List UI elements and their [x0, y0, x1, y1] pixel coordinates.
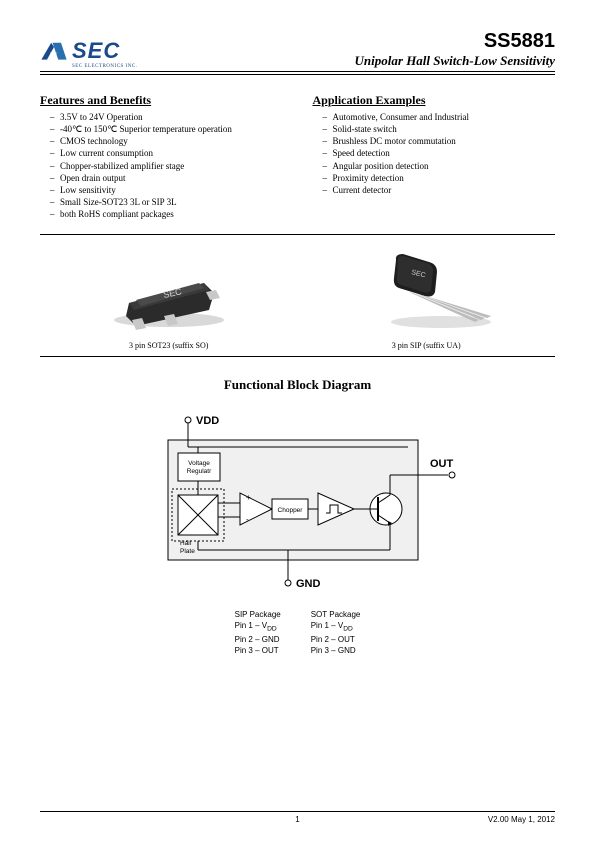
feature-item: 3.5V to 24V Operation [50, 111, 283, 123]
part-number: SS5881 [355, 30, 555, 53]
document-subtitle: Unipolar Hall Switch-Low Sensitivity [355, 53, 555, 69]
svg-text:Regulatr: Regulatr [186, 468, 211, 475]
logo-text: SEC [72, 38, 137, 64]
feature-item: Open drain output [50, 172, 283, 184]
page-number: 1 [295, 815, 299, 824]
page-header: SEC SEC ELECTRONICS INC. SS5881 Unipolar… [40, 30, 555, 72]
features-list: 3.5V to 24V Operation-40℃ to 150℃ Superi… [40, 111, 283, 220]
feature-item: Low sensitivity [50, 184, 283, 196]
package-sip: SEC 3 pin SIP (suffix UA) [310, 245, 542, 350]
feature-item: -40℃ to 150℃ Superior temperature operat… [50, 123, 283, 135]
sip-pin-2: Pin 2 – GND [235, 634, 281, 645]
application-item: Current detector [323, 184, 556, 196]
features-column: Features and Benefits 3.5V to 24V Operat… [40, 93, 283, 220]
svg-text:Voltage: Voltage [188, 460, 210, 467]
sot-package-name: SOT Package [311, 610, 361, 619]
block-diagram: VDD Voltage Regulatr Hall Plate + - Chop… [40, 405, 555, 600]
package-sot23-image: SEC [53, 245, 285, 335]
application-item: Proximity detection [323, 172, 556, 184]
svg-text:Hall: Hall [180, 540, 192, 547]
application-item: Automotive, Consumer and Industrial [323, 111, 556, 123]
title-block: SS5881 Unipolar Hall Switch-Low Sensitiv… [355, 30, 555, 69]
svg-text:-: - [246, 515, 249, 524]
svg-text:+: + [246, 493, 251, 502]
sip-package-name: SIP Package [235, 610, 281, 619]
package-sip-caption: 3 pin SIP (suffix UA) [310, 341, 542, 350]
applications-list: Automotive, Consumer and IndustrialSolid… [313, 111, 556, 196]
page-footer: 1 V2.00 May 1, 2012 [40, 811, 555, 824]
sot-pin-1: Pin 1 – VDD [311, 620, 361, 634]
package-sot23: SEC 3 pin SOT23 (suffix SO) [53, 245, 285, 350]
feature-item: Low current consumption [50, 147, 283, 159]
company-logo: SEC SEC ELECTRONICS INC. [40, 38, 137, 69]
svg-text:Plate: Plate [180, 548, 195, 555]
applications-heading: Application Examples [313, 93, 556, 108]
sip-pin-1: Pin 1 – VDD [235, 620, 281, 634]
applications-column: Application Examples Automotive, Consume… [313, 93, 556, 220]
version-date: V2.00 May 1, 2012 [488, 815, 555, 824]
feature-item: CMOS technology [50, 135, 283, 147]
feature-item: both RoHS compliant packages [50, 208, 283, 220]
feature-item: Chopper-stabilized amplifier stage [50, 160, 283, 172]
application-item: Speed detection [323, 147, 556, 159]
features-heading: Features and Benefits [40, 93, 283, 108]
svg-text:Chopper: Chopper [277, 507, 303, 514]
pinout-sip: SIP Package Pin 1 – VDD Pin 2 – GND Pin … [235, 610, 281, 656]
package-gallery: SEC 3 pin SOT23 (suffix SO) SEC 3 [40, 234, 555, 357]
sot-pin-2: Pin 2 – OUT [311, 634, 361, 645]
logo-icon [40, 40, 68, 68]
diagram-title: Functional Block Diagram [40, 377, 555, 393]
sot-pin-3: Pin 3 – GND [311, 645, 361, 656]
package-sot23-caption: 3 pin SOT23 (suffix SO) [53, 341, 285, 350]
application-item: Solid-state switch [323, 123, 556, 135]
feature-columns: Features and Benefits 3.5V to 24V Operat… [40, 93, 555, 220]
feature-item: Small Size-SOT23 3L or SIP 3L [50, 196, 283, 208]
application-item: Brushless DC motor commutation [323, 135, 556, 147]
package-sip-image: SEC [310, 245, 542, 335]
pinout-sot: SOT Package Pin 1 – VDD Pin 2 – OUT Pin … [311, 610, 361, 656]
label-out: OUT [430, 458, 454, 470]
pinout-tables: SIP Package Pin 1 – VDD Pin 2 – GND Pin … [40, 610, 555, 656]
label-vdd: VDD [196, 415, 219, 427]
header-divider [40, 74, 555, 75]
label-gnd: GND [296, 578, 321, 590]
logo-subtext: SEC ELECTRONICS INC. [72, 64, 137, 69]
sip-pin-3: Pin 3 – OUT [235, 645, 281, 656]
application-item: Angular position detection [323, 160, 556, 172]
